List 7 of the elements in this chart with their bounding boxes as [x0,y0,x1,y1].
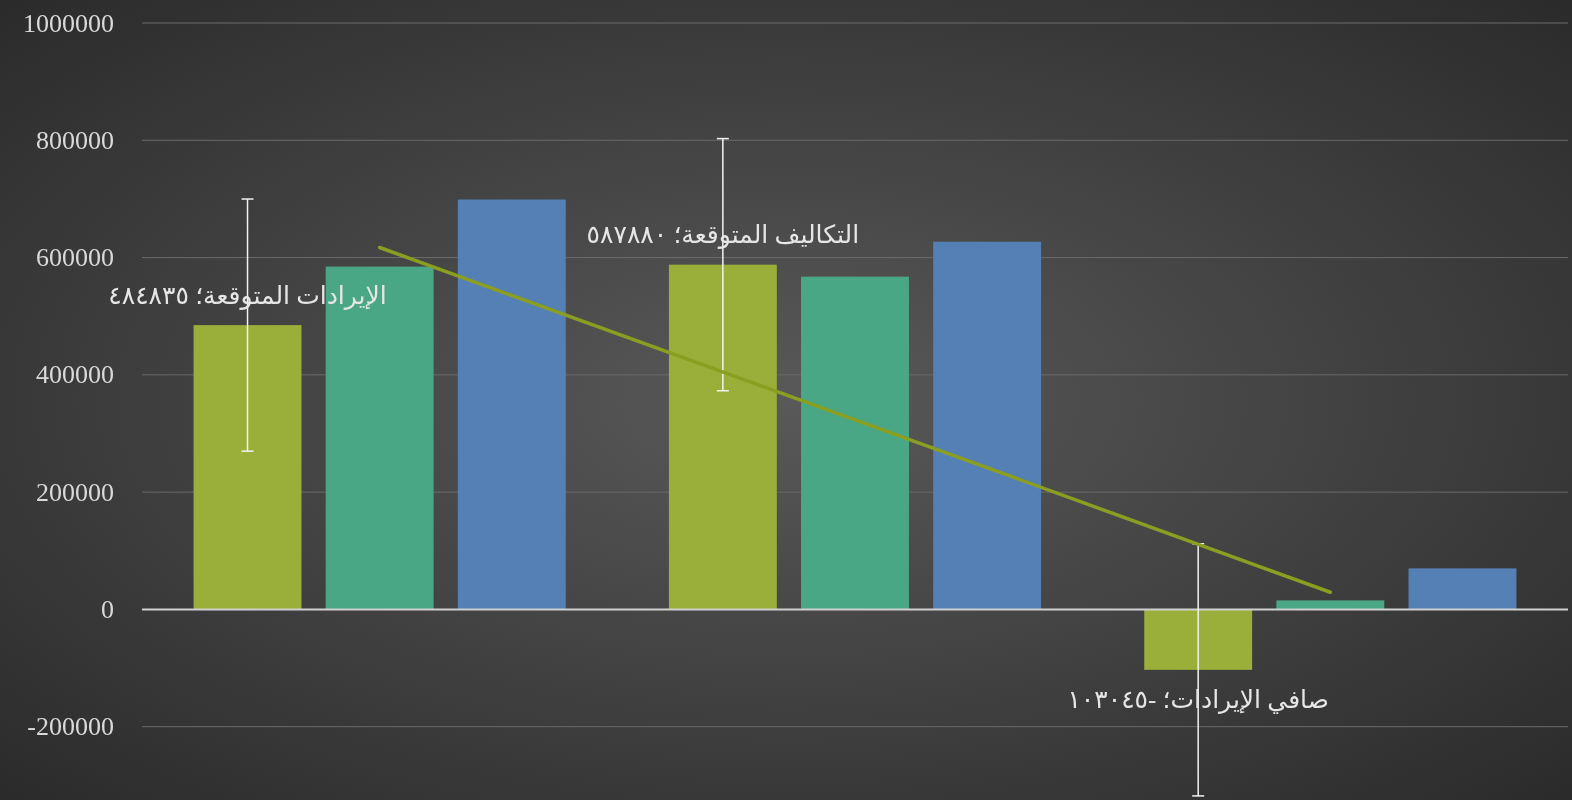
y-tick-label: 600000 [36,243,114,273]
y-tick-label: 1000000 [23,8,114,38]
y-tick-label: 200000 [36,477,114,507]
y-tick-label: -200000 [27,712,114,742]
y-tick-label: 400000 [36,360,114,390]
y-tick-label: 800000 [36,125,114,155]
y-tick-label: 0 [101,594,114,624]
